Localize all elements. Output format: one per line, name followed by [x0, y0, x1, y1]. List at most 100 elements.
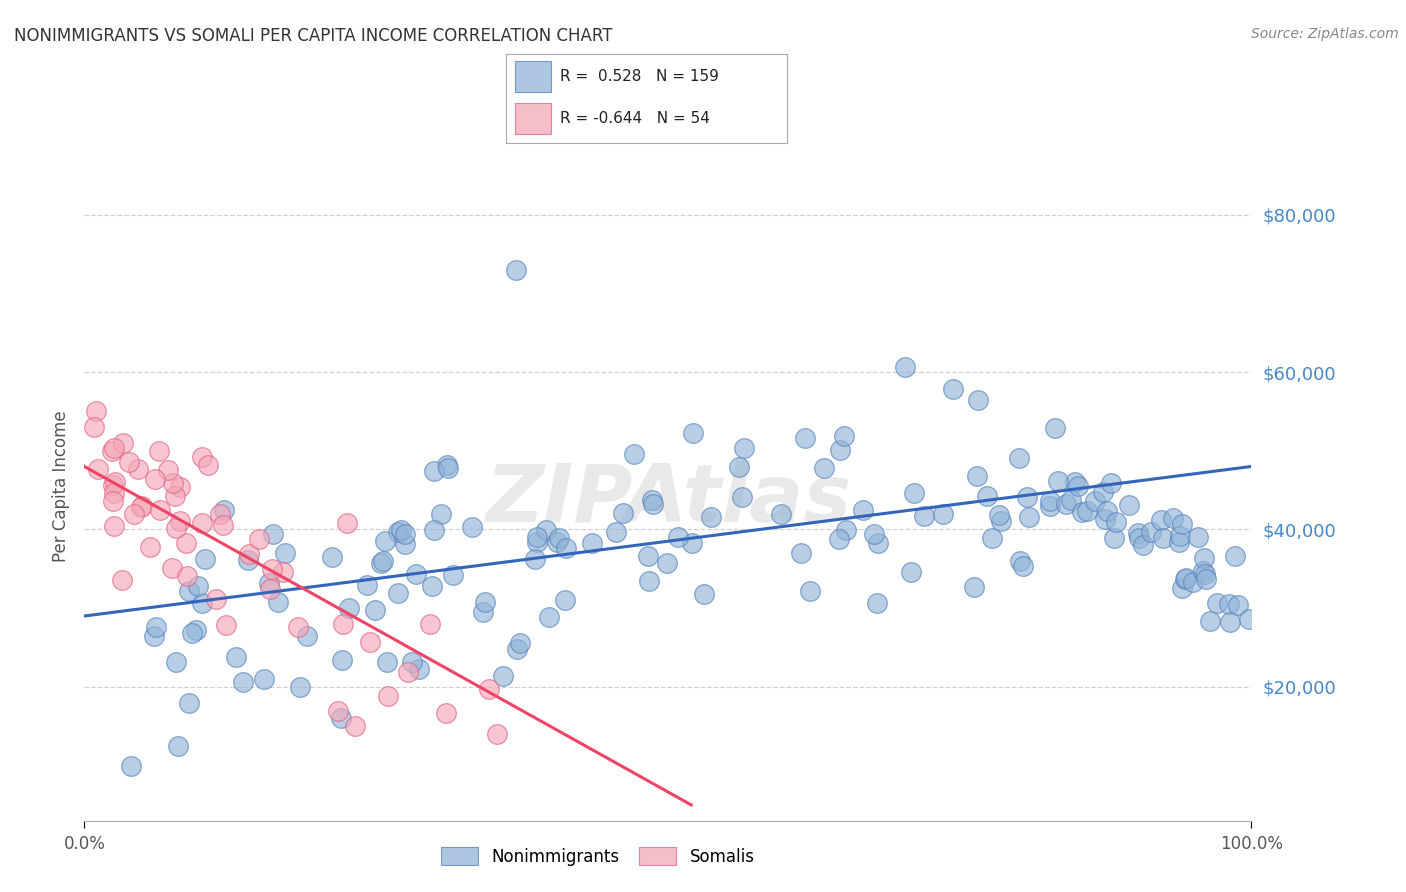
Point [461, 520, 484, 534]
Point [1174, 572, 1197, 586]
Point [145, 620, 167, 634]
Point [86, 462, 108, 476]
Point [851, 503, 873, 517]
Point [394, 527, 416, 541]
Point [328, 704, 350, 718]
Text: R =  0.528   N = 159: R = 0.528 N = 159 [560, 69, 718, 84]
Point [437, 461, 460, 475]
Point [1099, 476, 1122, 491]
Point [212, 518, 235, 533]
Point [377, 690, 399, 704]
Point [1132, 539, 1154, 553]
Point [267, 595, 290, 609]
Point [478, 682, 501, 697]
Point [1076, 504, 1098, 518]
Point [139, 540, 162, 554]
Point [1012, 559, 1035, 574]
Point [524, 552, 547, 566]
FancyBboxPatch shape [515, 103, 551, 134]
Point [1128, 531, 1150, 545]
Point [101, 478, 124, 492]
Point [441, 568, 464, 582]
Point [1223, 549, 1246, 563]
Point [1095, 504, 1118, 518]
Point [118, 455, 141, 469]
Point [436, 458, 458, 473]
Point [900, 566, 922, 580]
Point [103, 441, 125, 455]
Point [430, 507, 453, 521]
Point [330, 711, 353, 725]
Point [485, 727, 508, 741]
Point [186, 624, 208, 638]
Point [526, 535, 548, 549]
Point [419, 616, 441, 631]
Point [103, 486, 125, 500]
Point [273, 546, 295, 560]
Point [605, 524, 627, 539]
Point [547, 531, 569, 545]
Point [1199, 614, 1222, 628]
Point [394, 537, 416, 551]
Point [1195, 573, 1218, 587]
Text: R = -0.644   N = 54: R = -0.644 N = 54 [560, 111, 710, 126]
Point [187, 579, 209, 593]
Point [148, 443, 170, 458]
Point [1192, 564, 1215, 578]
Point [290, 680, 312, 694]
Point [980, 532, 1002, 546]
Point [830, 443, 852, 458]
Text: Source: ZipAtlas.com: Source: ZipAtlas.com [1251, 27, 1399, 41]
Point [1017, 490, 1039, 504]
Point [215, 617, 238, 632]
Point [1139, 525, 1161, 540]
Point [191, 516, 214, 530]
Point [1010, 554, 1032, 568]
Point [903, 486, 925, 500]
Point [637, 549, 659, 563]
Point [165, 655, 187, 669]
Text: NONIMMIGRANTS VS SOMALI PER CAPITA INCOME CORRELATION CHART: NONIMMIGRANTS VS SOMALI PER CAPITA INCOM… [14, 27, 613, 45]
Point [492, 668, 515, 682]
Point [1171, 581, 1194, 595]
Point [1094, 512, 1116, 526]
Point [471, 605, 494, 619]
Point [1070, 505, 1092, 519]
Point [204, 591, 226, 606]
Point [1167, 534, 1189, 549]
Point [1206, 596, 1229, 610]
Point [396, 665, 419, 680]
Point [1102, 531, 1125, 545]
Point [257, 576, 280, 591]
Point [157, 463, 180, 477]
Point [287, 619, 309, 633]
Point [692, 587, 714, 601]
Point [101, 493, 124, 508]
Point [375, 655, 398, 669]
Point [1187, 530, 1209, 544]
Point [165, 521, 187, 535]
Point [373, 554, 395, 568]
Point [212, 503, 235, 517]
Point [321, 549, 343, 564]
Point [336, 516, 359, 531]
Point [827, 532, 849, 546]
Point [1170, 516, 1192, 531]
Point [408, 662, 430, 676]
Point [863, 527, 886, 541]
Point [176, 568, 198, 582]
Point [1237, 612, 1260, 626]
Point [537, 610, 560, 624]
Point [1008, 450, 1031, 465]
Point [423, 523, 446, 537]
Point [963, 580, 986, 594]
Point [370, 556, 392, 570]
Point [142, 629, 165, 643]
Point [1084, 493, 1107, 508]
Point [387, 524, 409, 539]
Point [104, 475, 127, 489]
Point [169, 514, 191, 528]
Point [1219, 615, 1241, 630]
Point [666, 530, 689, 544]
Point [770, 507, 793, 521]
